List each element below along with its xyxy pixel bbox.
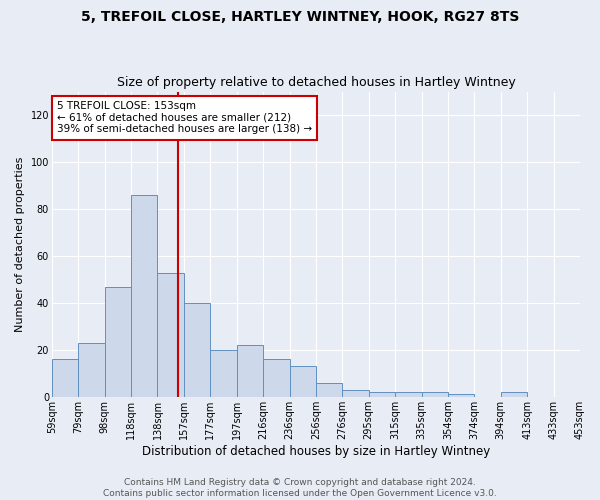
- Bar: [210, 350, 236, 397]
- Text: 5, TREFOIL CLOSE, HARTLEY WINTNEY, HOOK, RG27 8TS: 5, TREFOIL CLOSE, HARTLEY WINTNEY, HOOK,…: [81, 10, 519, 24]
- Bar: [78, 343, 104, 397]
- Text: Contains HM Land Registry data © Crown copyright and database right 2024.
Contai: Contains HM Land Registry data © Crown c…: [103, 478, 497, 498]
- Bar: [236, 345, 263, 397]
- Bar: [448, 394, 475, 397]
- Bar: [290, 366, 316, 397]
- Bar: [501, 392, 527, 397]
- Y-axis label: Number of detached properties: Number of detached properties: [15, 156, 25, 332]
- Text: 5 TREFOIL CLOSE: 153sqm
← 61% of detached houses are smaller (212)
39% of semi-d: 5 TREFOIL CLOSE: 153sqm ← 61% of detache…: [57, 101, 312, 134]
- Bar: [184, 303, 210, 397]
- Bar: [157, 272, 184, 397]
- Bar: [104, 286, 131, 397]
- Bar: [131, 195, 157, 397]
- X-axis label: Distribution of detached houses by size in Hartley Wintney: Distribution of detached houses by size …: [142, 444, 490, 458]
- Bar: [422, 392, 448, 397]
- Bar: [343, 390, 369, 397]
- Bar: [369, 392, 395, 397]
- Title: Size of property relative to detached houses in Hartley Wintney: Size of property relative to detached ho…: [116, 76, 515, 90]
- Bar: [316, 382, 343, 397]
- Bar: [395, 392, 422, 397]
- Bar: [52, 360, 78, 397]
- Bar: [263, 360, 290, 397]
